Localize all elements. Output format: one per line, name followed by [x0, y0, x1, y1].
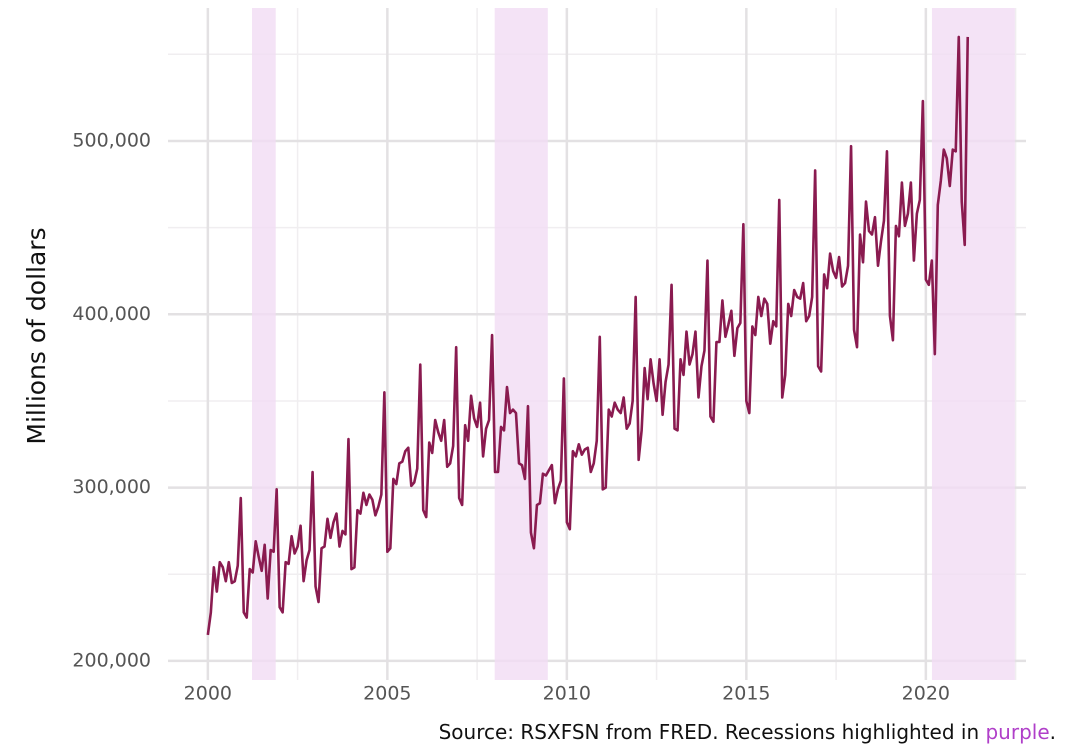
caption-end: .	[1050, 720, 1056, 744]
x-tick-label: 2015	[722, 683, 770, 705]
x-tick-label: 2005	[363, 683, 411, 705]
recession-band	[252, 8, 276, 680]
caption-highlight: purple	[985, 720, 1049, 744]
y-tick-label: 400,000	[72, 303, 151, 325]
x-tick-label: 2020	[902, 683, 950, 705]
x-tick-label: 2010	[543, 683, 591, 705]
y-tick-label: 300,000	[72, 476, 151, 498]
caption-text: Source: RSXFSN from FRED. Recessions hig…	[439, 720, 986, 744]
y-axis-label: Millions of dollars	[22, 227, 51, 444]
recession-band	[494, 8, 548, 680]
y-tick-label: 200,000	[72, 649, 151, 671]
y-tick-label: 500,000	[72, 129, 151, 151]
x-tick-label: 2000	[184, 683, 232, 705]
recession-band	[931, 8, 1015, 680]
caption: Source: RSXFSN from FRED. Recessions hig…	[439, 720, 1056, 744]
background-layer	[168, 8, 1026, 680]
data-line	[206, 35, 970, 636]
